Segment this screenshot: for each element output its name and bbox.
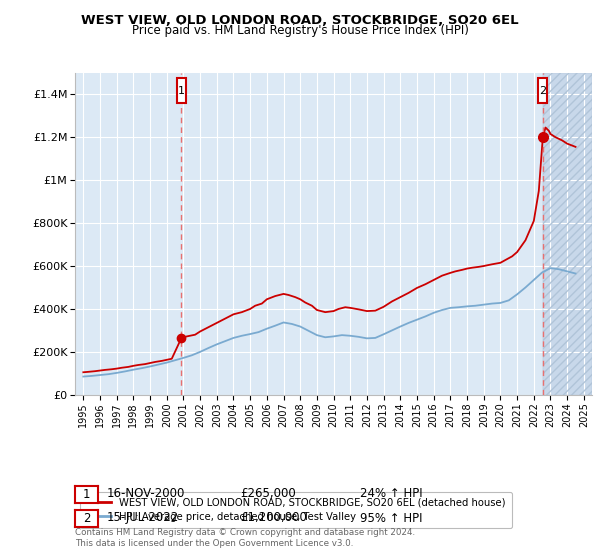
Text: 15-JUL-2022: 15-JUL-2022 [107, 511, 179, 525]
Bar [543, 73, 592, 395]
Text: 1: 1 [83, 488, 90, 501]
Text: WEST VIEW, OLD LONDON ROAD, STOCKBRIDGE, SO20 6EL: WEST VIEW, OLD LONDON ROAD, STOCKBRIDGE,… [81, 14, 519, 27]
Bar [543, 73, 592, 395]
Text: 24% ↑ HPI: 24% ↑ HPI [360, 487, 422, 501]
Text: 1: 1 [178, 86, 185, 96]
Text: £1,200,000: £1,200,000 [240, 511, 307, 525]
Text: £265,000: £265,000 [240, 487, 296, 501]
Text: 16-NOV-2000: 16-NOV-2000 [107, 487, 185, 501]
FancyBboxPatch shape [538, 78, 547, 103]
Text: 95% ↑ HPI: 95% ↑ HPI [360, 511, 422, 525]
Text: 2: 2 [539, 86, 547, 96]
Text: Price paid vs. HM Land Registry's House Price Index (HPI): Price paid vs. HM Land Registry's House … [131, 24, 469, 37]
Legend: WEST VIEW, OLD LONDON ROAD, STOCKBRIDGE, SO20 6EL (detached house), HPI: Average: WEST VIEW, OLD LONDON ROAD, STOCKBRIDGE,… [80, 492, 511, 528]
FancyBboxPatch shape [177, 78, 186, 103]
Text: 2: 2 [83, 512, 90, 525]
Text: Contains HM Land Registry data © Crown copyright and database right 2024.
This d: Contains HM Land Registry data © Crown c… [75, 528, 415, 548]
